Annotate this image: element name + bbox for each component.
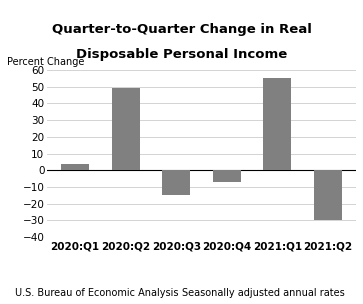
Bar (112, 88, 139, 170)
Text: U.S. Bureau of Economic Analysis: U.S. Bureau of Economic Analysis (15, 288, 178, 298)
Text: Disposable Personal Income: Disposable Personal Income (76, 48, 287, 61)
Bar (264, 78, 291, 170)
Bar (213, 170, 241, 182)
Text: Percent Change: Percent Change (7, 57, 85, 67)
Text: Quarter-to-Quarter Change in Real: Quarter-to-Quarter Change in Real (52, 23, 311, 36)
Text: Seasonally adjusted annual rates: Seasonally adjusted annual rates (182, 288, 344, 298)
Bar (162, 170, 190, 195)
Bar (314, 170, 342, 220)
Bar (61, 164, 89, 170)
